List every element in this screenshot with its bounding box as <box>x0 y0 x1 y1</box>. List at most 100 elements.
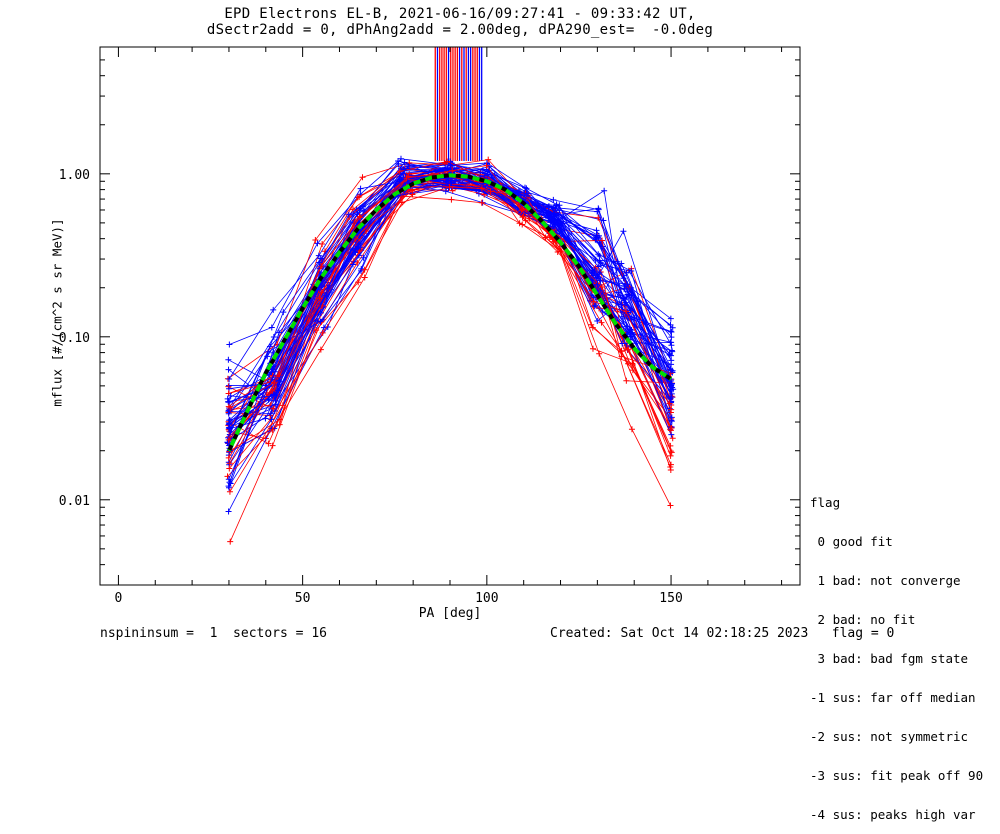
series-point <box>358 267 365 274</box>
fit-curve-black <box>227 173 673 452</box>
series-point <box>478 199 485 206</box>
series-line <box>228 167 673 480</box>
series-point <box>442 188 449 195</box>
flag-legend: flag 0 good fit 1 bad: not converge 2 ba… <box>810 470 983 834</box>
footer-left: nspininsum = 1 sectors = 16 <box>100 626 327 641</box>
series-line <box>228 161 671 394</box>
chart-title-line1: EPD Electrons EL-B, 2021-06-16/09:27:41 … <box>224 6 696 22</box>
series-point <box>357 214 364 221</box>
series-point <box>397 155 404 162</box>
y-tick-label: 1.00 <box>59 168 90 183</box>
series-point <box>588 270 595 277</box>
series-point <box>226 417 233 424</box>
series-point <box>405 163 412 170</box>
series-point <box>225 425 232 432</box>
series-point <box>667 339 674 346</box>
series-point <box>629 329 636 336</box>
series-line <box>228 182 672 429</box>
series-point <box>444 158 451 165</box>
series-point <box>359 174 366 181</box>
series-point <box>276 372 283 379</box>
series-point <box>618 347 625 354</box>
series-point <box>623 293 630 300</box>
series-point <box>522 217 529 224</box>
series-point <box>314 240 321 247</box>
series-point <box>225 356 232 363</box>
series-point <box>621 286 628 293</box>
series-point <box>599 237 606 244</box>
series-point <box>624 281 631 288</box>
series-point <box>354 194 361 201</box>
plot-frame <box>99 46 801 586</box>
series-point <box>396 168 403 175</box>
series-point <box>521 184 528 191</box>
series-point <box>279 402 286 409</box>
series-point <box>618 353 625 360</box>
series-point <box>595 251 602 258</box>
series-point <box>620 228 627 235</box>
series-point <box>312 237 319 244</box>
y-tick-label: 0.01 <box>59 494 90 509</box>
legend-item: -4 sus: peaks high var <box>810 807 976 822</box>
series-point <box>668 347 675 354</box>
series-point <box>446 183 453 190</box>
series-point <box>275 377 282 384</box>
series-point <box>485 156 492 163</box>
series-point <box>349 261 356 268</box>
y-axis-label: mflux [#/(cm^2 s sr MeV)] <box>49 218 65 407</box>
series-point <box>593 234 600 241</box>
chart-title-line2: dSectr2add = 0, dPhAng2add = 2.00deg, dP… <box>206 22 714 38</box>
legend-item: -3 sus: fit peak off 90 <box>810 768 984 783</box>
series-point <box>667 467 674 474</box>
series-point <box>357 185 364 192</box>
series-point <box>225 454 232 461</box>
series-line <box>229 163 671 451</box>
series-point <box>549 211 556 218</box>
series-point <box>550 196 557 203</box>
series-point <box>668 406 675 413</box>
series-point <box>629 360 636 367</box>
series-point <box>399 199 406 206</box>
series-point <box>668 425 675 432</box>
series-point <box>668 394 675 401</box>
series-point <box>668 361 675 368</box>
series-point <box>313 327 320 334</box>
series-point <box>595 263 602 270</box>
series-point <box>540 204 547 211</box>
series-point <box>620 275 627 282</box>
series-point <box>479 167 486 174</box>
series-point <box>523 190 530 197</box>
series-point <box>553 201 560 208</box>
legend-item: 2 bad: no fit <box>810 612 916 627</box>
series-point <box>361 266 368 273</box>
series-point <box>448 180 455 187</box>
series-line <box>229 186 671 542</box>
series-line <box>227 195 671 506</box>
series-point <box>227 392 234 399</box>
series-point <box>262 415 269 422</box>
series-point <box>487 188 494 195</box>
series-point <box>319 240 326 247</box>
series-point <box>395 160 402 167</box>
series-point <box>270 405 277 412</box>
legend-item: -2 sus: not symmetric <box>810 729 969 744</box>
series-point <box>354 259 361 266</box>
series-point <box>269 426 276 433</box>
series-point <box>271 379 278 386</box>
x-tick-label: 50 <box>295 591 311 606</box>
series-point <box>668 334 675 341</box>
series-point <box>623 377 630 384</box>
series-point <box>345 211 352 218</box>
series-point <box>360 254 367 261</box>
series-point <box>595 205 602 212</box>
x-axis-label: PA [deg] <box>419 606 482 621</box>
legend-item: -1 sus: far off median <box>810 690 976 705</box>
series-point <box>484 159 491 166</box>
series-point <box>226 376 233 383</box>
series-point <box>355 279 362 286</box>
y-tick-label: 0.10 <box>59 331 90 346</box>
series-point <box>628 267 635 274</box>
series-line <box>229 173 672 464</box>
series-point <box>519 221 526 228</box>
series-point <box>272 397 279 404</box>
